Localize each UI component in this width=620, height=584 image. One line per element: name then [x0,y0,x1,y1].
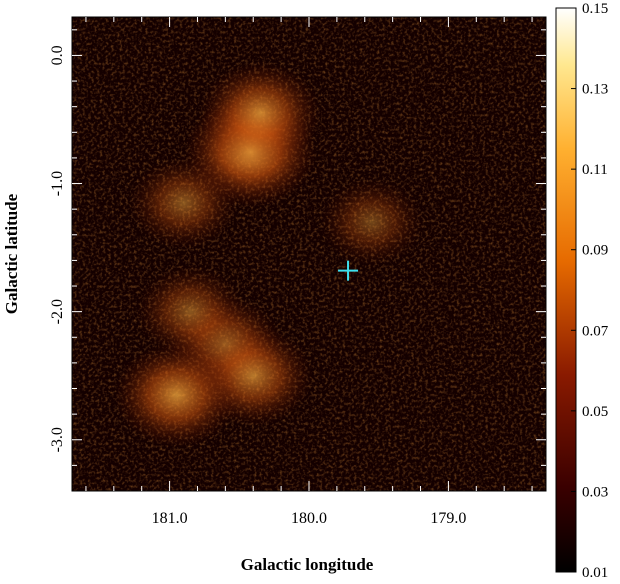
emission-region-3 [129,156,238,249]
colorbar-tick-label: 0.01 [582,565,608,581]
y-tick-label: -3.0 [49,427,66,452]
colorbar-axis: 0.15 0.13 0.11 0.09 0.07 0.05 0.03 0.01 [571,1,609,581]
y-axis-title: Galactic latitude [2,193,21,314]
emission-region-8 [136,265,245,358]
x-tick-label: 180.0 [291,510,327,527]
colorbar-tick-label: 0.05 [582,404,608,420]
colorbar-tick-label: 0.09 [582,243,608,259]
colorbar [555,7,577,573]
emission-region-4 [320,178,424,266]
x-tick-label: 181.0 [152,510,188,527]
emission-regions [114,61,424,448]
colorbar-tick-label: 0.15 [582,1,608,17]
colorbar-tick-label: 0.11 [582,162,608,178]
colorbar-tick-label: 0.13 [582,82,608,98]
x-tick-label: 179.0 [430,510,466,527]
emission-region-7 [114,342,239,448]
y-axis: 0.0 -1.0 -2.0 -3.0 [49,29,546,466]
y-tick-label: -2.0 [49,299,66,324]
source-marker [338,260,359,281]
colorbar-tick-label: 0.03 [582,484,608,500]
x-axis: 181.0 180.0 179.0 [85,17,533,527]
x-axis-title: Galactic longitude [241,555,374,574]
emission-region-2 [199,61,322,165]
colorbar-tick-label: 0.07 [582,323,609,339]
y-tick-label: 0.0 [49,45,66,65]
y-tick-label: -1.0 [49,171,66,196]
